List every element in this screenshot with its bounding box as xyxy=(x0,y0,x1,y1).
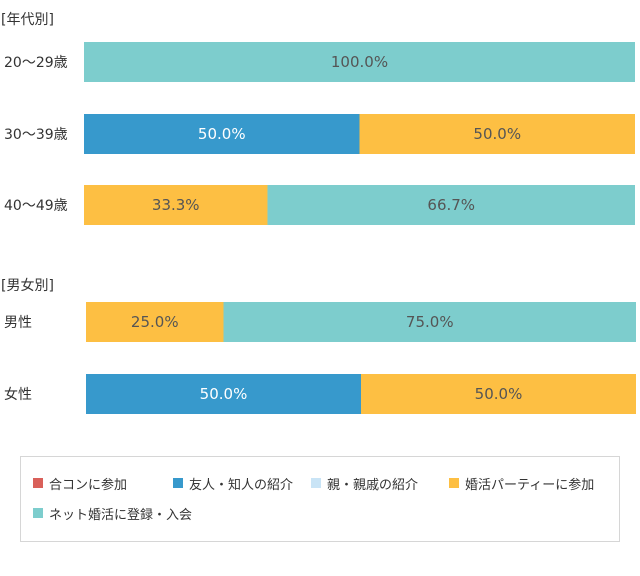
legend-item-online: ネット婚活に登録・入会 xyxy=(33,505,193,523)
bar-segment xyxy=(361,374,636,414)
legend-label-relatives: 親・親戚の紹介 xyxy=(327,477,419,493)
data-label: 50.0% xyxy=(198,125,246,143)
row-label: 20〜29歳 xyxy=(4,55,68,71)
legend-item-party: 婚活パーティーに参加 xyxy=(449,475,595,493)
row-label: 男性 xyxy=(4,315,32,331)
data-label: 100.0% xyxy=(331,53,388,71)
row-label: 女性 xyxy=(4,386,32,403)
legend-label-gokon: 合コンに参加 xyxy=(49,477,128,493)
legend-label-friend: 友人・知人の紹介 xyxy=(189,477,294,493)
stacked-bar-chart: [年代別] 20〜29歳 100.0% 30〜39歳 50.0% 50.0% 40〜49歳 3… xyxy=(1,12,636,414)
row-label: 30〜39歳 xyxy=(4,127,68,143)
data-label: 75.0% xyxy=(406,313,454,331)
bar-segment xyxy=(359,114,635,154)
row-label: 40〜49歳 xyxy=(4,198,68,214)
bar-segment xyxy=(86,302,224,342)
data-label: 33.3% xyxy=(152,196,200,214)
legend-item-gokon: 合コンに参加 xyxy=(33,475,128,493)
legend-swatch-relatives xyxy=(311,478,321,488)
bar-segment xyxy=(84,185,268,225)
legend-swatch-friend xyxy=(173,478,183,488)
bar-segment xyxy=(267,185,635,225)
group-title: [年代別] xyxy=(1,12,54,28)
bar-segment xyxy=(84,114,360,154)
data-label: 25.0% xyxy=(131,313,179,331)
legend-item-friend: 友人・知人の紹介 xyxy=(173,475,294,493)
legend-label-online: ネット婚活に登録・入会 xyxy=(49,507,193,523)
legend-label-party: 婚活パーティーに参加 xyxy=(465,477,595,493)
data-label: 50.0% xyxy=(475,385,523,403)
bar-segment xyxy=(223,302,636,342)
legend-swatch-party xyxy=(449,478,459,488)
legend: 合コンに参加 友人・知人の紹介 親・親戚の紹介 婚活パーティーに参加 ネット婚活… xyxy=(20,456,620,542)
bar-segment xyxy=(84,42,635,82)
legend-swatch-online xyxy=(33,508,43,518)
bar-segment xyxy=(86,374,361,414)
data-label: 50.0% xyxy=(200,385,248,403)
data-label: 66.7% xyxy=(427,196,475,214)
legend-item-relatives: 親・親戚の紹介 xyxy=(311,475,419,493)
group-title: [男女別] xyxy=(1,277,54,294)
data-label: 50.0% xyxy=(473,125,521,143)
legend-swatch-gokon xyxy=(33,478,43,488)
